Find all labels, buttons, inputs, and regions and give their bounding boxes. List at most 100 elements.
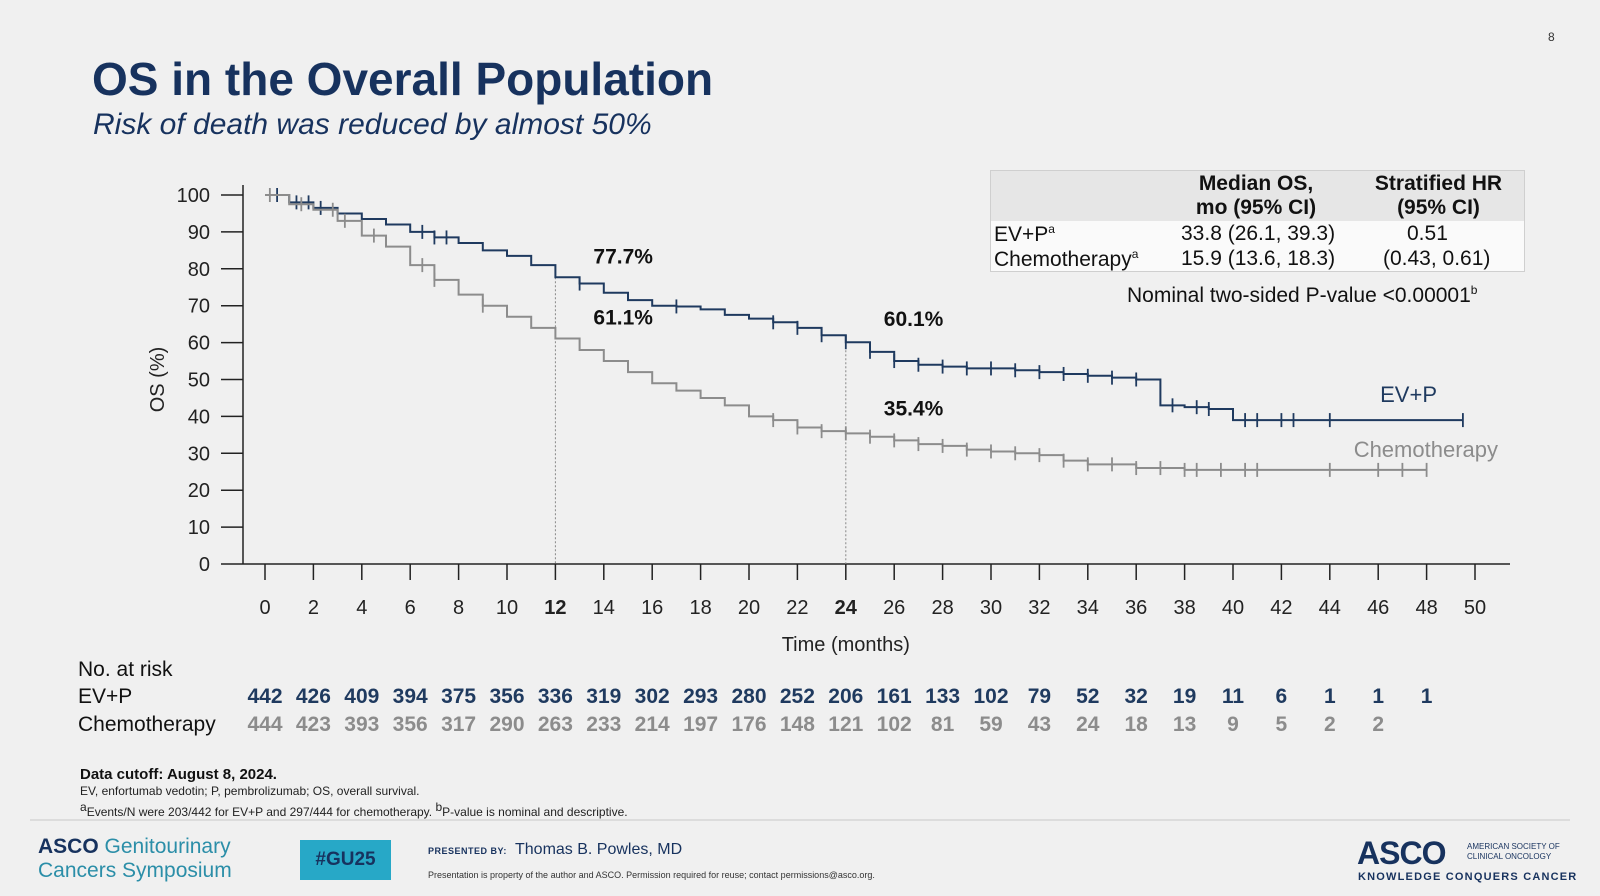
x-tick-label: 36: [1125, 597, 1147, 619]
risk-number: 9: [1227, 713, 1239, 736]
risk-number: 375: [441, 685, 477, 708]
stats-table: Median OS, mo (95% CI) Stratified HR (95…: [990, 170, 1525, 272]
risk-number: 79: [1027, 685, 1052, 708]
risk-number: 263: [537, 713, 573, 736]
risk-number: 293: [683, 685, 719, 708]
risk-number: 317: [441, 713, 477, 736]
risk-number: 13: [1172, 713, 1197, 736]
risk-number: 2: [1372, 713, 1385, 736]
risk-number: 18: [1124, 713, 1148, 736]
risk-number: 393: [344, 713, 380, 736]
footnote-abbrev: EV, enfortumab vedotin; P, pembrolizumab…: [80, 784, 420, 798]
x-tick-label: 28: [931, 597, 953, 619]
x-tick-label: 48: [1415, 597, 1437, 619]
asco-org-line2: CLINICAL ONCOLOGY: [1467, 852, 1552, 861]
risk-number: 336: [537, 685, 573, 708]
footnotes: Data cutoff: August 8, 2024. EV, enfortu…: [80, 766, 628, 820]
risk-number: 102: [876, 713, 912, 736]
stats-row1-label: EV+Pa: [994, 222, 1055, 247]
y-tick-label: 70: [188, 296, 210, 318]
stats-row2-label-text: Chemotherapy: [994, 248, 1132, 271]
risk-number: 2: [1323, 713, 1336, 736]
x-tick-label: 44: [1319, 597, 1341, 619]
stats-row1-median: 33.8 (26.1, 39.3): [1181, 222, 1336, 245]
y-tick-label: 90: [188, 222, 210, 244]
y-tick-label: 0: [199, 554, 210, 576]
series-label: Chemotherapy: [1354, 437, 1498, 462]
risk-number: 148: [779, 713, 815, 736]
x-tick-label: 18: [689, 597, 711, 619]
risk-number: 1: [1420, 685, 1433, 708]
stats-header-hr: Stratified HR (95% CI): [1356, 172, 1521, 220]
risk-number: 356: [392, 713, 428, 736]
risk-row-label: Chemotherapy: [78, 713, 216, 736]
risk-number: 423: [295, 713, 331, 736]
risk-number: 133: [925, 685, 961, 708]
risk-number: 19: [1172, 685, 1197, 708]
stats-row2-sup: a: [1131, 247, 1139, 261]
footnote-pvalue-note: P-value is nominal and descriptive.: [442, 805, 628, 819]
x-tick-label: 16: [641, 597, 663, 619]
risk-number: 59: [979, 713, 1003, 736]
y-tick-label: 30: [188, 443, 210, 465]
x-tick-label: 2: [308, 597, 319, 619]
x-tick-label: 38: [1173, 597, 1195, 619]
risk-number: 290: [489, 713, 525, 736]
risk-number: 356: [489, 685, 525, 708]
footnote-events: aEvents/N were 203/442 for EV+P and 297/…: [80, 799, 628, 820]
x-tick-label: 26: [883, 597, 905, 619]
risk-number: 197: [683, 713, 719, 736]
point-annotation: 61.1%: [593, 307, 653, 330]
chart-annotation-layer: 77.7% 61.1% 60.1% 35.4% EV+P Chemotherapy: [593, 245, 1498, 462]
y-tick-label: 20: [188, 480, 210, 502]
risk-number: 206: [828, 685, 864, 708]
risk-number: 444: [247, 713, 283, 736]
x-tick-label: 50: [1464, 597, 1486, 619]
risk-number: 6: [1275, 685, 1288, 708]
point-annotation: 77.7%: [593, 245, 653, 268]
risk-number: 121: [828, 713, 864, 736]
risk-number: 214: [634, 713, 670, 736]
presented-by-label: PRESENTED BY:: [428, 846, 507, 856]
pvalue-note: Nominal two-sided P-value <0.00001b: [1127, 283, 1477, 308]
point-annotation: 35.4%: [884, 397, 944, 420]
stats-row2-label: Chemotherapya: [994, 247, 1138, 272]
pvalue-text: Nominal two-sided P-value <0.00001: [1127, 284, 1471, 307]
risk-number: 302: [634, 685, 670, 708]
footnote-sup-b: b: [435, 800, 443, 814]
slide-subtitle: Risk of death was reduced by almost 50%: [93, 108, 652, 141]
risk-number: 442: [247, 685, 283, 708]
stats-table-header: [991, 171, 1524, 221]
x-tick-label: 4: [356, 597, 367, 619]
y-tick-label: 40: [188, 406, 210, 428]
asco-logo: ASCO: [1357, 835, 1446, 871]
y-tick-label: 100: [177, 185, 210, 207]
stats-header-median-line1: Median OS,: [1198, 172, 1314, 195]
series-label: EV+P: [1380, 382, 1437, 407]
x-tick-label: 24: [835, 597, 858, 619]
risk-number: 161: [876, 685, 912, 708]
x-tick-label: 40: [1222, 597, 1244, 619]
risk-number: 280: [731, 685, 767, 708]
x-tick-label: 34: [1077, 597, 1099, 619]
stats-header-hr-line1: Stratified HR: [1374, 172, 1503, 195]
chart-series-layer: [265, 188, 1464, 477]
risk-number: 233: [586, 713, 622, 736]
point-annotation: 60.1%: [884, 308, 944, 331]
risk-number: 426: [295, 685, 331, 708]
y-tick-label: 80: [188, 259, 210, 281]
x-tick-label: 30: [980, 597, 1002, 619]
risk-row-label: EV+P: [78, 685, 133, 708]
risk-number: 24: [1076, 713, 1100, 736]
x-tick-label: 0: [259, 597, 270, 619]
slide-title: OS in the Overall Population: [92, 53, 714, 105]
risk-number: 394: [392, 685, 428, 708]
symposium-logo-line1: Genitourinary: [104, 835, 231, 858]
stats-row2-median: 15.9 (13.6, 18.3): [1181, 247, 1336, 270]
footnote-events-text: Events/N were 203/442 for EV+P and 297/4…: [86, 805, 436, 819]
y-tick-label: 50: [188, 370, 210, 392]
risk-table-title: No. at risk: [78, 658, 173, 681]
risk-number: 176: [731, 713, 767, 736]
risk-number: 81: [930, 713, 955, 736]
